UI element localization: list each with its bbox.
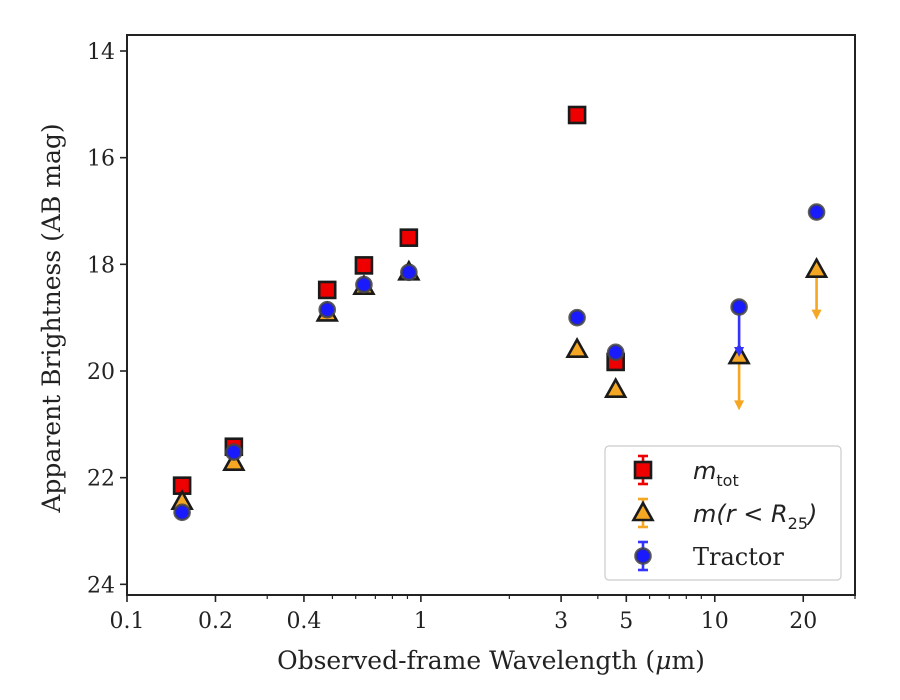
tractor-point bbox=[730, 298, 748, 316]
mtot-point bbox=[399, 228, 419, 247]
tractor-point bbox=[225, 443, 243, 461]
tractor-point bbox=[318, 300, 337, 319]
legend: mtot m(r < R25) Tractor bbox=[604, 445, 842, 581]
x-tick-label: 0.1 bbox=[110, 609, 145, 634]
x-axis-label: Observed-frame Wavelength (μm) bbox=[277, 646, 705, 675]
x-axis-label-pre: Observed-frame Wavelength ( bbox=[277, 646, 655, 675]
mr25-point bbox=[603, 377, 628, 398]
legend-label-tractor: Tractor bbox=[693, 543, 784, 571]
tractor-upper-limit-arrow-head bbox=[734, 347, 745, 357]
legend-marker-mr25 bbox=[631, 500, 655, 522]
series-tractor bbox=[173, 203, 826, 522]
mr25-upper-limit-arrow-head bbox=[811, 309, 822, 320]
x-tick-label: 0.4 bbox=[286, 609, 321, 634]
plot-frame bbox=[126, 34, 856, 596]
y-tick-label: 16 bbox=[87, 147, 115, 172]
legend-box bbox=[604, 445, 842, 581]
y-tick-label: 20 bbox=[87, 360, 115, 385]
tractor-point bbox=[400, 263, 418, 282]
x-tick-label: 3 bbox=[554, 609, 568, 634]
legend-marker-tractor bbox=[634, 547, 652, 565]
x-axis-label-mu: μ bbox=[655, 646, 671, 675]
x-tick-label: 0.2 bbox=[198, 609, 233, 634]
mr25-upper-limit-arrow-head bbox=[734, 400, 745, 411]
x-tick-label: 5 bbox=[619, 609, 633, 634]
y-tick-label: 14 bbox=[87, 40, 115, 65]
tractor-point bbox=[173, 503, 191, 522]
mtot-point bbox=[354, 256, 374, 275]
mtot-point bbox=[317, 280, 337, 300]
legend-label-mr25: m(r < R25) bbox=[693, 500, 817, 533]
tractor-point bbox=[568, 308, 586, 327]
x-axis-label-post: m) bbox=[671, 646, 704, 675]
tractor-point bbox=[355, 275, 373, 294]
legend-entry-mtot: mtot bbox=[633, 454, 739, 490]
legend-entry-mr25: m(r < R25) bbox=[631, 497, 817, 533]
x-tick-label: 1 bbox=[414, 609, 428, 634]
series-mtot bbox=[172, 105, 625, 495]
legend-marker-mtot bbox=[633, 460, 653, 480]
tractor-point bbox=[807, 203, 826, 221]
y-tick-label: 22 bbox=[87, 467, 115, 492]
mr25-point bbox=[222, 450, 246, 472]
x-tick-label: 10 bbox=[701, 609, 729, 634]
mr25-point bbox=[804, 257, 829, 278]
y-axis-label: Apparent Brightness (AB mag) bbox=[37, 123, 66, 513]
y-tick-label: 18 bbox=[87, 253, 115, 278]
legend-entry-tractor: Tractor bbox=[634, 540, 784, 572]
legend-label-mtot: mtot bbox=[693, 457, 739, 490]
mtot-point bbox=[567, 105, 587, 125]
mr25-point bbox=[565, 337, 589, 358]
x-tick-label: 20 bbox=[789, 609, 817, 634]
y-tick-label: 24 bbox=[87, 573, 115, 598]
tractor-point bbox=[606, 343, 625, 362]
